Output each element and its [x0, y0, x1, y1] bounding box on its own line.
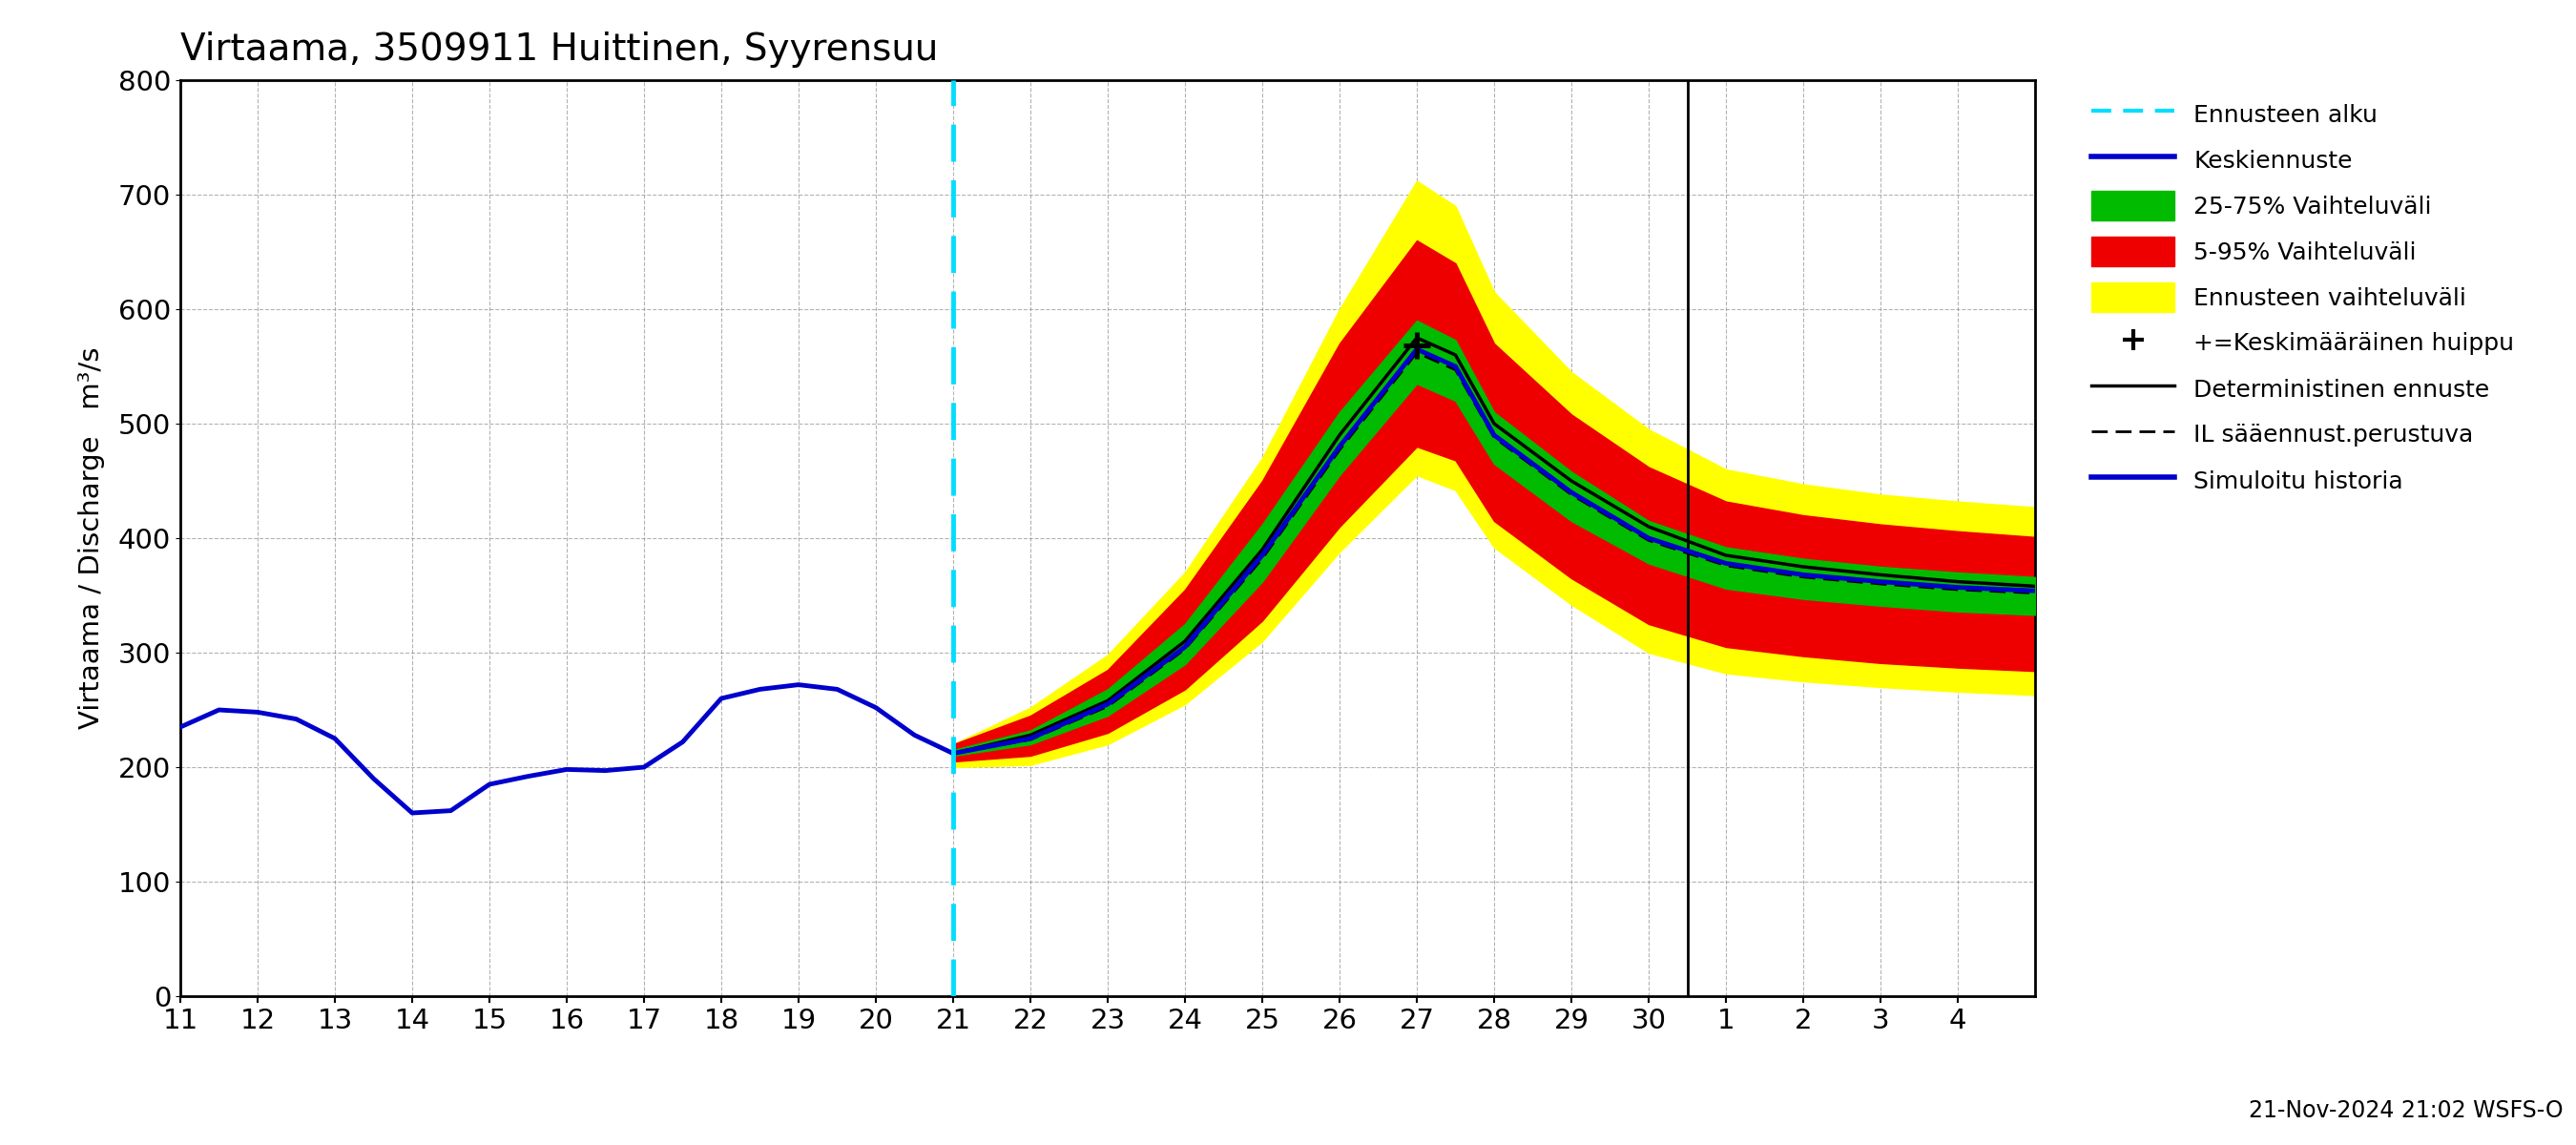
Y-axis label: Virtaama / Discharge   m³/s: Virtaama / Discharge m³/s [77, 347, 106, 729]
Text: 21-Nov-2024 21:02 WSFS-O: 21-Nov-2024 21:02 WSFS-O [2249, 1099, 2563, 1122]
Legend: Ennusteen alku, Keskiennuste, 25-75% Vaihteluväli, 5-95% Vaihteluväli, Ennusteen: Ennusteen alku, Keskiennuste, 25-75% Vai… [2084, 92, 2522, 502]
Text: Virtaama, 3509911 Huittinen, Syyrensuu: Virtaama, 3509911 Huittinen, Syyrensuu [180, 32, 938, 68]
